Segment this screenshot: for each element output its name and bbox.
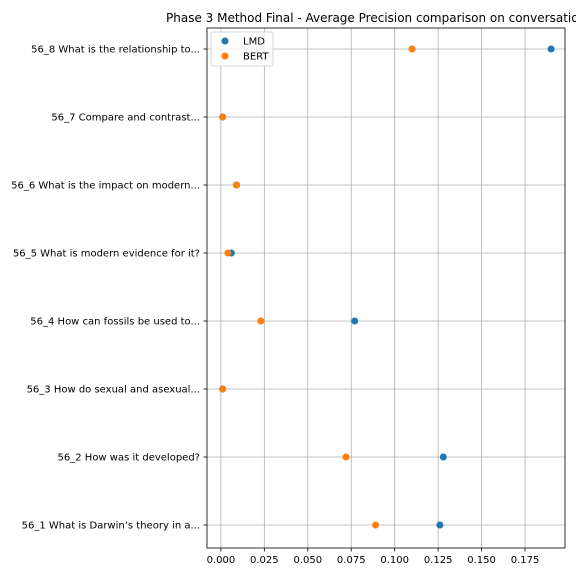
x-tick-label: 0.050	[293, 555, 322, 566]
point-bert-5	[224, 249, 232, 257]
chart-title: Phase 3 Method Final - Average Precision…	[166, 11, 576, 25]
x-tick-label: 0.150	[467, 555, 496, 566]
point-bert-4	[257, 317, 265, 325]
point-bert-3	[219, 385, 227, 393]
point-lmd-1	[436, 521, 444, 529]
x-tick-label: 0.000	[207, 555, 236, 566]
legend-label-bert: BERT	[243, 52, 269, 63]
x-tick-label: 0.175	[511, 555, 540, 566]
data-points	[219, 45, 555, 529]
y-tick-label: 56_3 How do sexual and asexual...	[27, 385, 200, 396]
y-tick-label: 56_1 What is Darwin’s theory in a...	[22, 521, 200, 532]
legend-marker-lmd	[221, 37, 229, 45]
grid-lines	[207, 28, 565, 548]
point-bert-7	[219, 113, 227, 121]
point-bert-8	[408, 45, 416, 53]
legend-label-lmd: LMD	[243, 37, 265, 48]
point-lmd-8	[547, 45, 555, 53]
point-bert-2	[342, 453, 350, 461]
point-bert-1	[372, 521, 380, 529]
y-tick-label: 56_5 What is modern evidence for it?	[13, 249, 200, 260]
y-tick-label: 56_6 What is the impact on modern...	[11, 181, 200, 192]
y-tick-label: 56_2 How was it developed?	[58, 453, 200, 464]
y-tick-label: 56_7 Compare and contrast...	[51, 113, 200, 124]
point-lmd-2	[439, 453, 447, 461]
x-tick-label: 0.100	[380, 555, 409, 566]
x-tick-label: 0.125	[424, 555, 453, 566]
plot-area-frame	[206, 27, 566, 549]
legend-marker-bert	[221, 52, 229, 60]
x-tick-label: 0.025	[250, 555, 279, 566]
axis-ticks: 0.000 0.025 0.050 0.075 0.100 0.125 0.150 0.175…	[11, 45, 539, 567]
point-lmd-4	[351, 317, 359, 325]
legend: LMD BERT	[210, 31, 274, 67]
x-tick-label: 0.075	[337, 555, 366, 566]
point-bert-6	[233, 181, 241, 189]
y-tick-label: 56_4 How can fossils be used to...	[30, 317, 200, 328]
y-tick-label: 56_8 What is the relationship to...	[31, 45, 200, 56]
